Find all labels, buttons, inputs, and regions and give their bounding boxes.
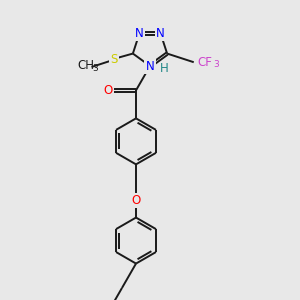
Text: S: S	[111, 53, 118, 66]
Text: CH: CH	[77, 59, 94, 73]
Text: O: O	[131, 194, 141, 207]
Text: 3: 3	[213, 60, 219, 69]
Text: N: N	[156, 27, 165, 40]
Text: CF: CF	[197, 56, 212, 69]
Text: N: N	[135, 27, 144, 40]
Text: O: O	[103, 84, 112, 97]
Text: H: H	[160, 61, 168, 74]
Text: 3: 3	[93, 64, 98, 74]
Text: N: N	[146, 59, 154, 73]
